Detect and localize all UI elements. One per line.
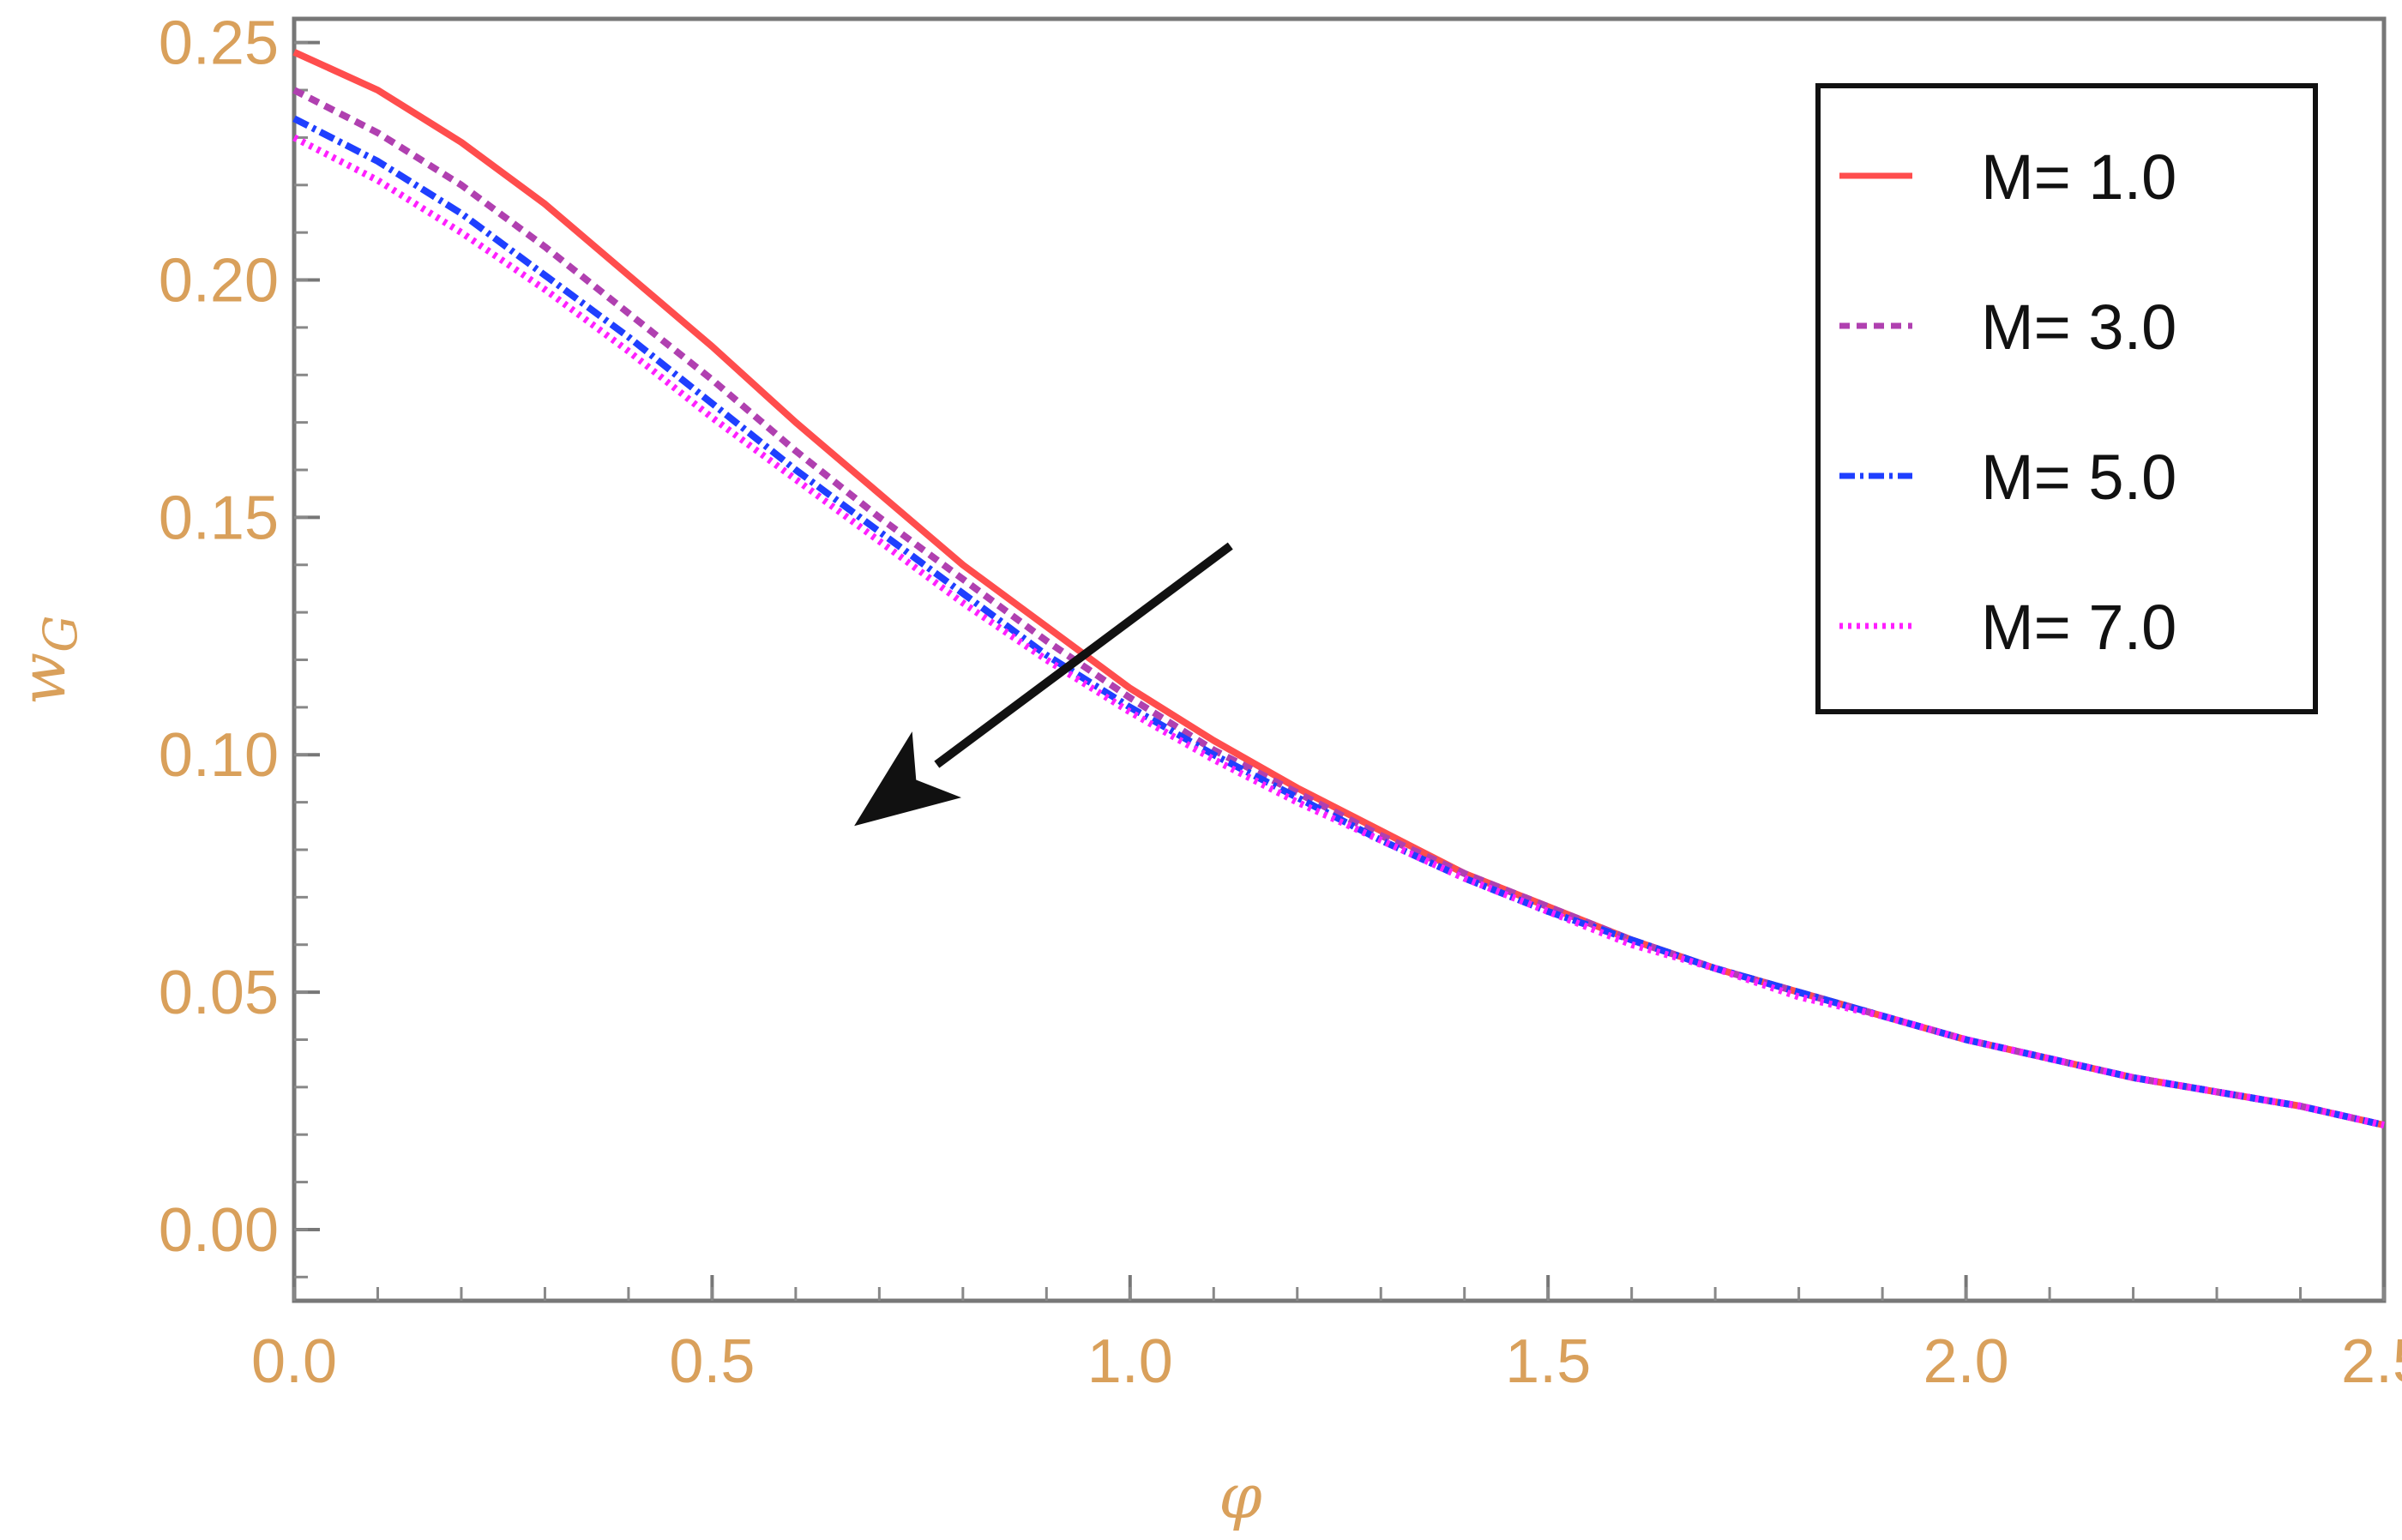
legend-label-2: M= 3.0: [1981, 292, 2176, 363]
x-tick-label: 1.5: [1505, 1327, 1591, 1396]
y-tick-label: 0.15: [159, 484, 279, 552]
series-line-3: [292, 115, 2385, 1129]
legend-box: [1815, 83, 2318, 714]
x-tick-label: 2.0: [1923, 1327, 2009, 1396]
y-axis-label-main: w: [7, 653, 79, 706]
x-axis-label: φ: [1219, 1460, 1262, 1532]
y-tick-label: 0.10: [159, 721, 279, 790]
y-tick-label: 0.25: [159, 9, 279, 78]
series-line-2: [292, 87, 2385, 1129]
y-tick-label: 0.05: [159, 959, 279, 1027]
x-tick-label: 2.5: [2341, 1327, 2402, 1396]
legend-label-1: M= 1.0: [1981, 141, 2176, 213]
svg-text:wG: wG: [7, 616, 87, 706]
x-tick-label: 0.5: [669, 1327, 755, 1396]
y-tick-label: 0.00: [159, 1196, 279, 1265]
x-tick-label: 1.0: [1087, 1327, 1173, 1396]
annotation-layer: [854, 542, 1233, 827]
axis-ticks: 0.0 0.5 1.0 1.5 2.0 2.5 0.00 0.05 0.10 0.15 0.20 0.…: [159, 9, 2402, 1396]
y-tick-label: 0.20: [159, 247, 279, 316]
legend-label-4: M= 7.0: [1981, 592, 2176, 663]
legend: M= 1.0 M= 3.0 M= 5.0 M= 7.0: [1815, 83, 2318, 714]
y-axis-label: wG: [7, 616, 87, 706]
x-tick-label: 0.0: [251, 1327, 337, 1396]
legend-label-3: M= 5.0: [1981, 442, 2176, 513]
series-layer: [292, 49, 2385, 1129]
y-axis-label-subscript: G: [33, 616, 87, 653]
arrow-head: [854, 731, 962, 827]
arrow-shaft: [934, 542, 1233, 768]
